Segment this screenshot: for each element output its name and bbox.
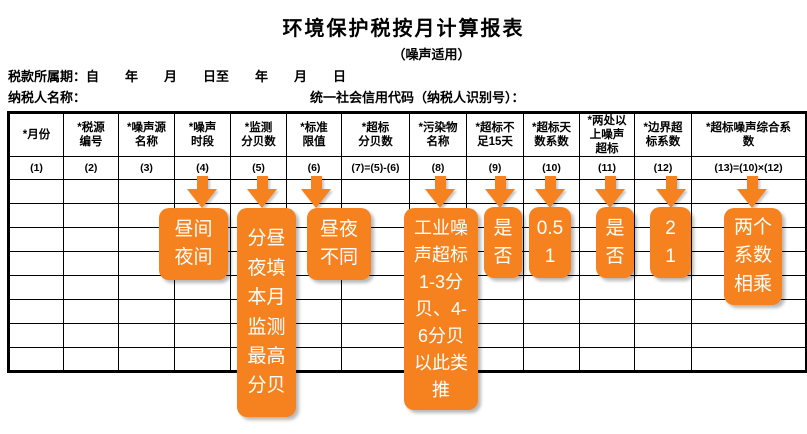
column-header-days-coefficient: *超标天 数系数 (523, 111, 580, 158)
empty-cell (63, 203, 119, 229)
column-header-standard-limit: *标准 限值 (286, 111, 342, 158)
page-title: 环境保护税按月计算报表 (282, 18, 525, 40)
empty-cell (341, 299, 410, 325)
empty-cell (634, 275, 692, 301)
column-number: (13)=(10)×(12) (691, 156, 807, 181)
down-arrow-icon (656, 176, 686, 208)
empty-cell (63, 251, 119, 277)
column-header-under-15-days: *超标不 足15天 (466, 111, 524, 158)
down-arrow-icon (187, 176, 217, 208)
empty-cell (579, 299, 635, 325)
empty-cell (118, 347, 175, 373)
empty-cell (174, 323, 231, 349)
empty-cell (63, 299, 119, 325)
down-arrow-icon (301, 176, 331, 208)
callout-monitored-decibel: 分昼 夜填 本月 监测 最高 分贝 (237, 208, 296, 417)
callout-composite-coefficient: 两个 系数 相乘 (724, 208, 782, 305)
empty-cell (523, 299, 580, 325)
empty-cell (8, 347, 64, 373)
empty-cell (341, 179, 410, 205)
empty-cell (174, 347, 231, 373)
empty-cell (118, 179, 175, 205)
down-arrow-icon (485, 176, 515, 208)
empty-cell (634, 299, 692, 325)
column-header-noise-source-name: *噪声源 名称 (118, 111, 175, 158)
empty-cell (8, 227, 64, 253)
empty-cell (118, 323, 175, 349)
callout-noise-period: 昼间 夜间 (159, 208, 228, 280)
callout-boundary-coefficient: 2 1 (650, 207, 691, 278)
down-arrow-icon (247, 176, 277, 208)
tax-period-label: 税款所属期：自 年 月 日至 年 月 日 (8, 69, 347, 84)
empty-cell (8, 323, 64, 349)
down-arrow-icon (737, 176, 767, 208)
callout-pollutant-name: 工业噪 声超标 1-3分 贝、4- 6分贝 以此类 推 (404, 208, 478, 410)
empty-cell (174, 299, 231, 325)
column-header-composite-coefficient: *超标噪声综合系 数 (691, 111, 807, 158)
column-header-exceeded-decibel: *超标 分贝数 (341, 111, 410, 158)
empty-cell (118, 299, 175, 325)
column-number-row: (1) (2) (3) (4) (5) (6) (7)=(5)-(6) (8) … (8, 156, 807, 181)
page-subtitle: （噪声适用） (392, 47, 471, 62)
empty-cell (634, 347, 692, 373)
empty-cell (63, 275, 119, 301)
callout-days-coefficient: 0.5 1 (529, 207, 571, 278)
column-number: (2) (63, 156, 119, 181)
empty-cell (691, 347, 807, 373)
empty-cell (8, 299, 64, 325)
empty-cell (8, 179, 64, 205)
empty-cell (523, 275, 580, 301)
empty-cell (579, 275, 635, 301)
empty-cell (341, 347, 410, 373)
table-row (8, 179, 807, 205)
taxpayer-name-label: 纳税人名称： (8, 90, 87, 105)
column-number: (1) (8, 156, 64, 181)
empty-cell (341, 323, 410, 349)
column-header-tax-source-no: *税源 编号 (63, 111, 119, 158)
empty-cell (691, 323, 807, 349)
empty-cell (63, 227, 119, 253)
column-number: (7)=(5)-(6) (341, 156, 410, 181)
empty-cell (8, 251, 64, 277)
empty-cell (63, 347, 119, 373)
credit-code-label: 统一社会信用代码（纳税人识别号）： (310, 90, 525, 105)
column-header-monitored-decibel: *监测 分贝数 (230, 111, 287, 158)
empty-cell (8, 275, 64, 301)
column-number: (3) (118, 156, 175, 181)
column-number: (12) (634, 156, 692, 181)
empty-cell (634, 323, 692, 349)
empty-cell (579, 323, 635, 349)
empty-cell (63, 323, 119, 349)
column-header-pollutant-name: *污染物 名称 (409, 111, 467, 158)
column-number: (4) (174, 156, 231, 181)
callout-under-15-days: 是 否 (484, 207, 522, 278)
callout-standard-limit: 昼夜 不同 (307, 208, 371, 280)
empty-cell (8, 203, 64, 229)
column-header-noise-period: *噪声 时段 (174, 111, 231, 158)
empty-cell (63, 179, 119, 205)
column-header-month: *月份 (8, 111, 64, 158)
header-row: *月份 *税源 编号 *噪声源 名称 *噪声 时段 *监测 分贝数 *标准 限值… (8, 111, 807, 158)
column-header-two-or-more-spots: *两处以 上噪声 超标 (579, 111, 635, 158)
empty-cell (523, 347, 580, 373)
empty-cell (579, 347, 635, 373)
down-arrow-icon (595, 176, 625, 208)
column-header-boundary-coefficient: *边界超 标系数 (634, 111, 692, 158)
down-arrow-icon (425, 176, 455, 208)
column-number: (11) (579, 156, 635, 181)
empty-cell (523, 323, 580, 349)
callout-two-or-more-spots: 是 否 (596, 207, 634, 278)
down-arrow-icon (535, 176, 565, 208)
